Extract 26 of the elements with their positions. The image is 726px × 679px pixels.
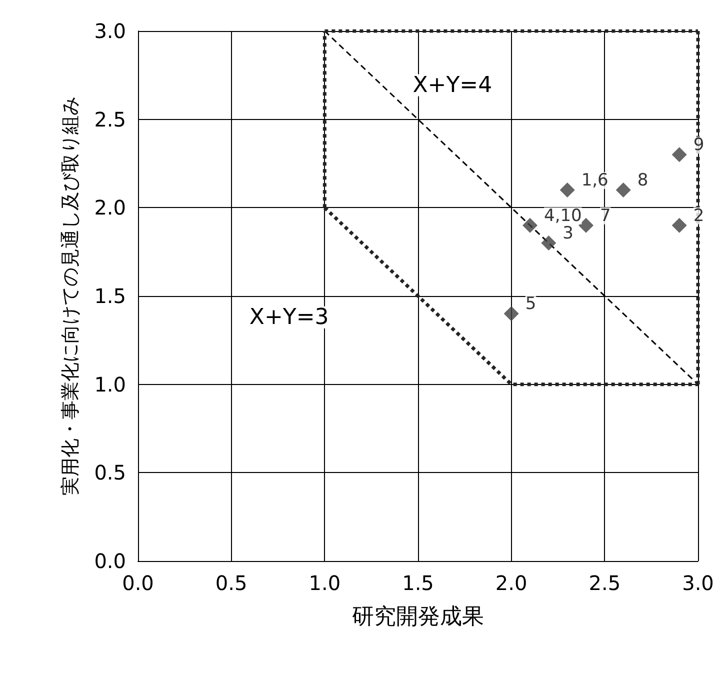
annotation: 4,10 (544, 206, 582, 226)
x-tick-label: 0.5 (215, 571, 248, 595)
x-tick-label: 2.5 (588, 571, 621, 595)
annotation: 7 (600, 206, 611, 226)
annotation: 1,6 (581, 170, 608, 190)
y-tick-label: 0.5 (94, 460, 126, 485)
annotation: 9 (693, 135, 704, 156)
annotation: 3 (562, 224, 574, 244)
y-tick-label: 2.0 (94, 196, 126, 220)
y-tick-label: 0.0 (94, 549, 126, 573)
annotation: 8 (637, 170, 648, 190)
y-tick-label: 1.0 (94, 372, 126, 396)
x-tick-label: 1.0 (308, 571, 341, 595)
annotation: X+Y=4 (412, 72, 492, 98)
x-tick-label: 0.0 (122, 571, 154, 595)
y-tick-label: 3.0 (94, 19, 126, 43)
y-tick-label: 1.5 (94, 284, 126, 308)
y-axis-title: 実用化・事業化に向けての見通し及び取り組み (60, 96, 82, 496)
annotation: X+Y=3 (249, 304, 329, 330)
x-tick-label: 2.0 (495, 571, 528, 595)
annotation: 5 (525, 294, 536, 314)
annotation: 2 (693, 206, 704, 226)
x-axis-title: 研究開発成果 (352, 604, 484, 630)
y-tick-label: 2.5 (94, 107, 126, 132)
x-tick-label: 1.5 (402, 571, 434, 595)
x-tick-label: 3.0 (682, 571, 714, 595)
